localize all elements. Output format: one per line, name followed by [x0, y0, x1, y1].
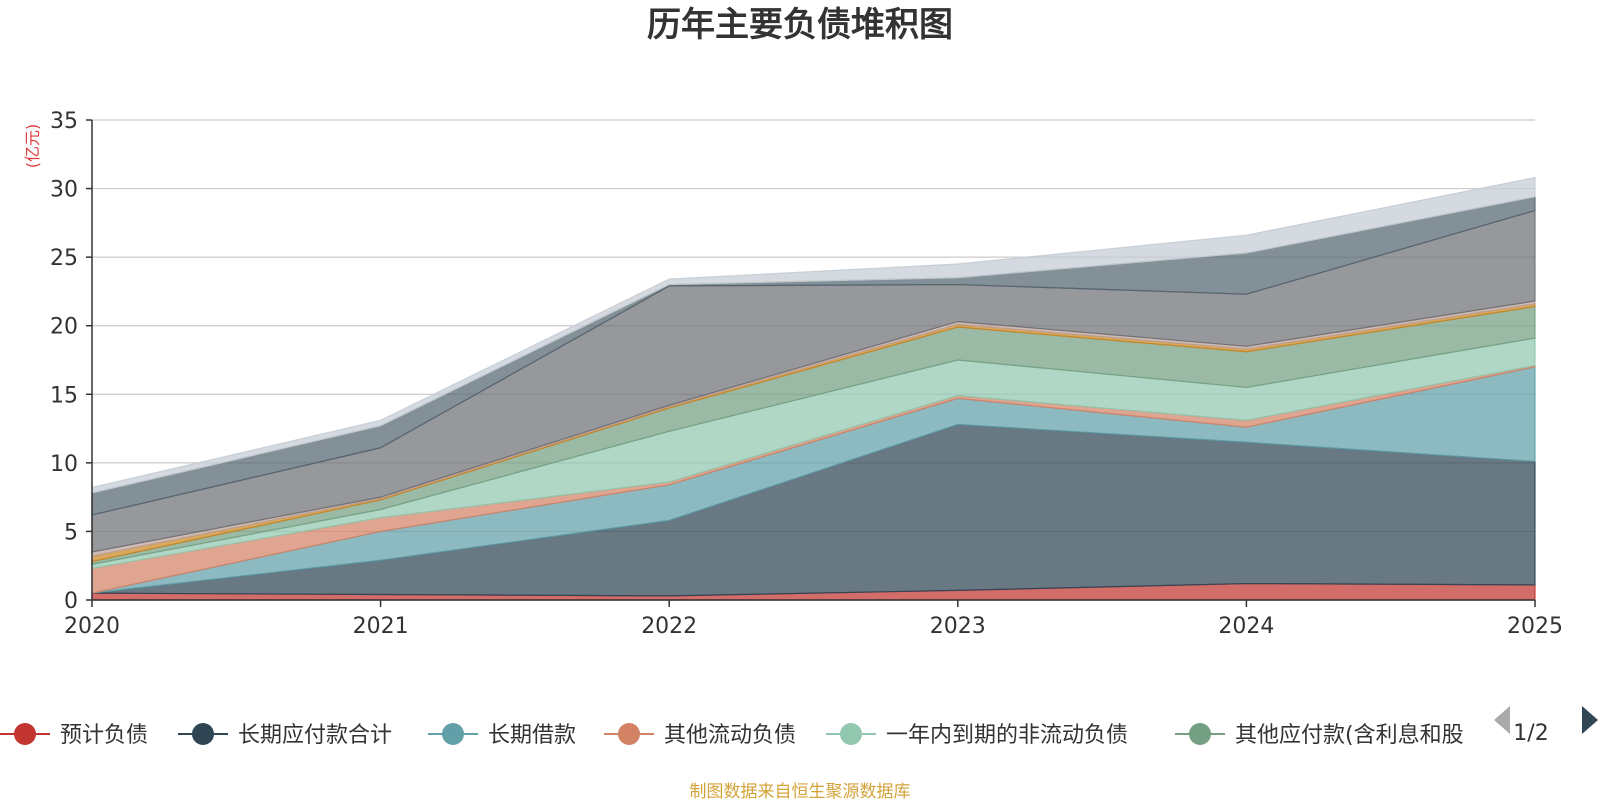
- area-series-layer: [91, 176, 1536, 601]
- y-tick-label: 5: [64, 520, 78, 545]
- legend-label: 长期借款: [488, 723, 576, 748]
- x-tick-label: 2020: [64, 614, 120, 639]
- legend-label: 预计负债: [60, 723, 148, 748]
- legend-item-6[interactable]: 其他应付款(含利息和股: [1175, 723, 1464, 748]
- legend-label: 长期应付款合计: [238, 723, 392, 748]
- legend-marker: [442, 723, 464, 745]
- legend-label: 一年内到期的非流动负债: [886, 723, 1128, 748]
- chart-title: 历年主要负债堆积图: [647, 5, 953, 45]
- legend-item-3[interactable]: 长期借款: [428, 723, 576, 748]
- legend-item-2[interactable]: 长期应付款合计: [178, 723, 392, 748]
- legend-item-5[interactable]: 一年内到期的非流动负债: [826, 723, 1128, 748]
- x-tick-label: 2023: [930, 614, 986, 639]
- y-tick-label: 20: [50, 315, 78, 340]
- legend: 预计负债 长期应付款合计 长期借款 其他流动负债 一年内到期的非流动负债 其他应付款(含利…: [0, 723, 1464, 748]
- y-tick-label: 30: [50, 178, 78, 203]
- y-tick-label: 35: [50, 109, 78, 134]
- legend-item-1[interactable]: 预计负债: [0, 723, 148, 748]
- x-tick-label: 2025: [1507, 614, 1563, 639]
- legend-label: 其他流动负债: [664, 723, 796, 748]
- y-tick-label: 25: [50, 246, 78, 271]
- area-series-11: [91, 176, 1536, 494]
- y-tick-label: 0: [64, 589, 78, 614]
- legend-marker: [618, 723, 640, 745]
- legend-prev-arrow-icon[interactable]: [1494, 706, 1510, 734]
- x-tick-label: 2021: [353, 614, 409, 639]
- y-tick-label: 10: [50, 452, 78, 477]
- x-tick-label: 2022: [641, 614, 697, 639]
- source-note: 制图数据来自恒生聚源数据库: [690, 782, 911, 800]
- legend-item-4[interactable]: 其他流动负债: [604, 723, 796, 748]
- legend-marker: [14, 723, 36, 745]
- legend-next-arrow-icon[interactable]: [1582, 706, 1598, 734]
- legend-marker: [1189, 723, 1211, 745]
- y-axis-unit-label: (亿元): [23, 124, 42, 169]
- legend-marker: [192, 723, 214, 745]
- x-tick-label: 2024: [1218, 614, 1274, 639]
- legend-marker: [840, 723, 862, 745]
- legend-pager: 1/2: [1494, 706, 1598, 746]
- legend-label: 其他应付款(含利息和股: [1235, 723, 1464, 748]
- legend-page-indicator: 1/2: [1513, 721, 1548, 746]
- y-tick-label: 15: [50, 383, 78, 408]
